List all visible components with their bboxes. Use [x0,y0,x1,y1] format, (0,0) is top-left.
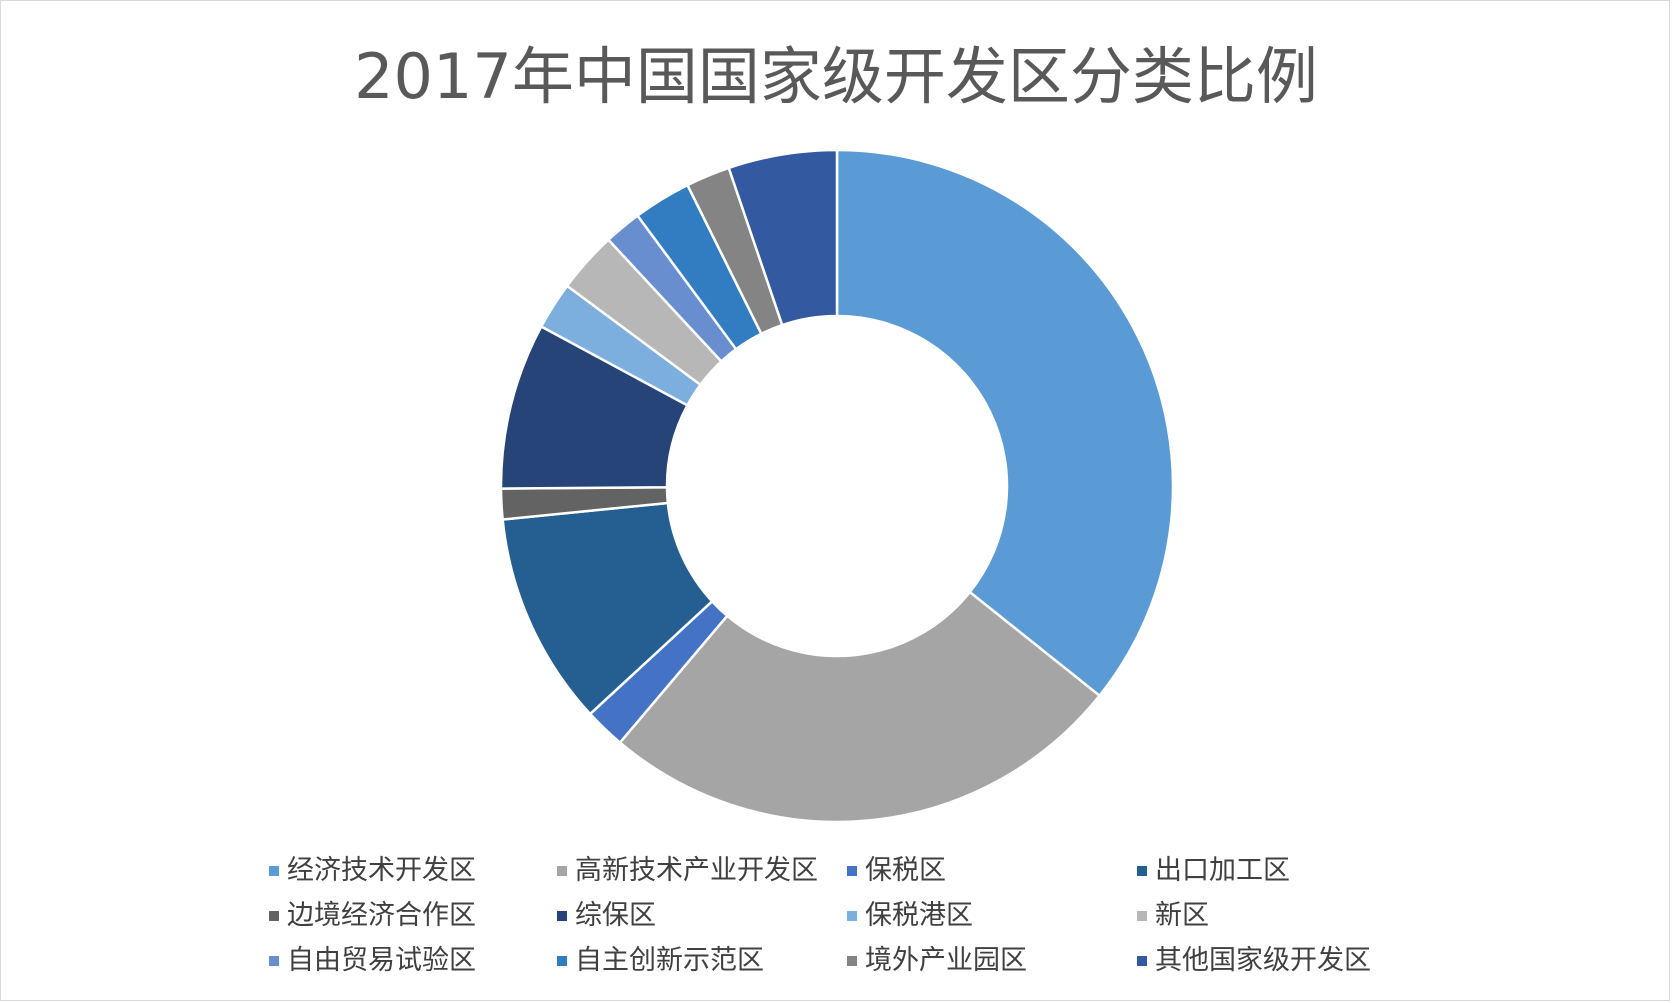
legend-item-2: 高新技术产业开发区 [557,855,818,886]
legend-label: 新区 [1155,900,1209,931]
legend-swatch [269,911,279,921]
legend-label: 经济技术开发区 [287,855,476,886]
legend-swatch [557,911,567,921]
legend-label: 境外产业园区 [865,945,1027,976]
legend-swatch [1137,911,1147,921]
legend-swatch [847,866,857,876]
legend-label: 其他国家级开发区 [1155,945,1371,976]
legend-swatch [269,956,279,966]
legend-item-8: 新区 [1137,900,1209,931]
legend-swatch [847,956,857,966]
legend-item-6: 综保区 [557,900,656,931]
legend-item-9: 自由贸易试验区 [269,945,476,976]
legend-item-10: 自主创新示范区 [557,945,764,976]
legend-label: 保税港区 [865,900,973,931]
legend-label: 自主创新示范区 [575,945,764,976]
legend-swatch [557,866,567,876]
legend-item-1: 经济技术开发区 [269,855,476,886]
legend-label: 综保区 [575,900,656,931]
legend-label: 边境经济合作区 [287,900,476,931]
legend-swatch [557,956,567,966]
legend-swatch [1137,956,1147,966]
chart-title: 2017年中国国家级开发区分类比例 [354,40,1318,113]
legend-item-5: 边境经济合作区 [269,900,476,931]
legend-swatch [847,911,857,921]
legend-item-7: 保税港区 [847,900,973,931]
legend-item-4: 出口加工区 [1137,855,1290,886]
legend-label: 高新技术产业开发区 [575,855,818,886]
slice-12 [727,148,839,327]
legend-label: 出口加工区 [1155,855,1290,886]
legend-swatch [1137,866,1147,876]
legend-item-11: 境外产业园区 [847,945,1027,976]
legend-label: 保税区 [865,855,946,886]
legend-item-3: 保税区 [847,855,946,886]
legend-label: 自由贸易试验区 [287,945,476,976]
slice-2 [618,590,1102,824]
legend-swatch [269,866,279,876]
slice-1 [835,148,1175,698]
legend-item-12: 其他国家级开发区 [1137,945,1371,976]
donut-slices [499,148,1175,824]
